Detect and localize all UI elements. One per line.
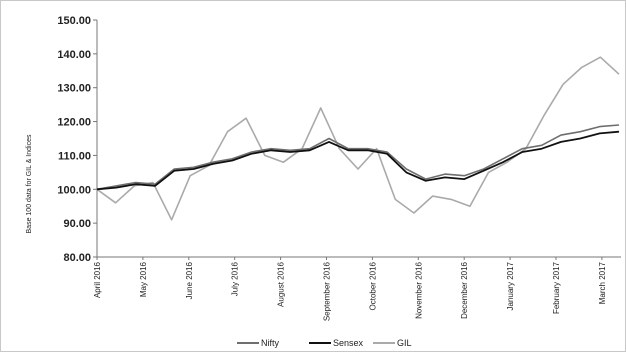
x-tick-label: October 2016 — [368, 261, 377, 310]
y-tick-labels: 80.00 90.00 100.00 110.00 120.00 130.00 140.00… — [57, 15, 97, 264]
x-tick-label: November 2016 — [414, 261, 423, 318]
y-tick-label: 110.00 — [58, 150, 91, 162]
y-axis-label: Base 100 data for GIL & Indices — [26, 134, 33, 233]
y-tick-label: 150.00 — [57, 15, 91, 27]
y-tick-label: 100.00 — [57, 184, 91, 196]
legend-label-gil: GIL — [397, 338, 412, 348]
axes — [96, 20, 621, 258]
x-tick-label: May 2016 — [139, 261, 148, 297]
y-tick-label: 80.00 — [63, 252, 91, 264]
series-line-sensex — [96, 130, 620, 191]
series-line-nifty — [96, 124, 620, 191]
y-tick-label: 130.00 — [57, 83, 91, 95]
series-lines — [96, 56, 620, 221]
x-tick-label: January 2017 — [506, 261, 515, 310]
legend-label-nifty: Nifty — [261, 338, 280, 348]
y-tick-label: 140.00 — [57, 49, 91, 61]
x-tick-label: March 2017 — [598, 261, 607, 304]
x-tick-label: July 2016 — [231, 261, 240, 296]
x-tick-label: February 2017 — [552, 261, 561, 314]
x-tick-label: September 2016 — [323, 261, 332, 321]
x-tick-label: August 2016 — [277, 261, 286, 306]
legend-label-sensex: Sensex — [333, 338, 364, 348]
x-tick-label: April 2016 — [93, 261, 102, 298]
legend: Nifty Sensex GIL — [237, 338, 412, 348]
y-tick-label: 120.00 — [57, 117, 91, 129]
x-tick-label: December 2016 — [460, 261, 469, 318]
series-line-gil — [96, 56, 620, 221]
y-tick-label: 90.00 — [63, 218, 91, 230]
x-tick-labels: April 2016 May 2016 June 2016 July 2016 Augu… — [93, 257, 607, 321]
x-tick-label: June 2016 — [185, 261, 194, 299]
